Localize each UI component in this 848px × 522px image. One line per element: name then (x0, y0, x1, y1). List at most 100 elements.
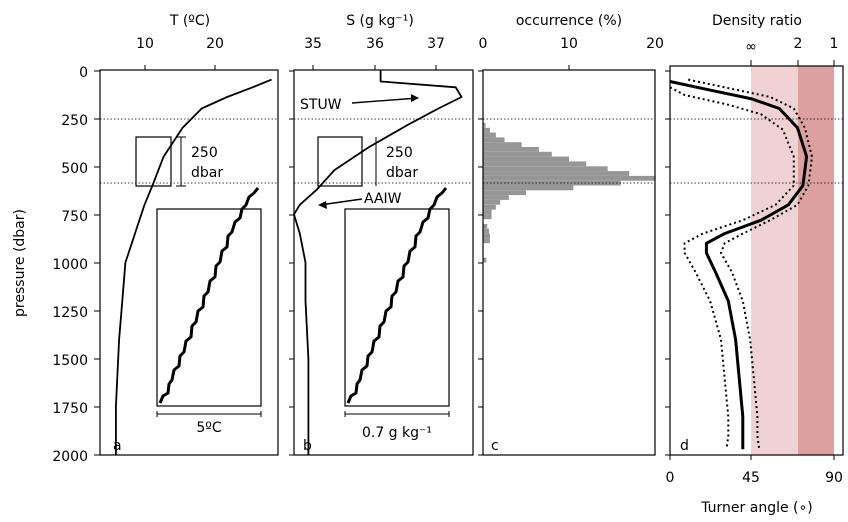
panel-d-title: Density ratio (712, 13, 802, 29)
panel-d-dark-band (798, 66, 834, 455)
panel-a-x-tick: 20 (206, 36, 224, 52)
histogram-bar (483, 195, 509, 200)
histogram-bar (483, 166, 608, 172)
panel-d-top-tick: 1 (830, 36, 839, 52)
panel-d-bottom-tick: 45 (742, 470, 760, 486)
panel-a-x-tick: 10 (136, 36, 154, 52)
panel-a-scalebar (156, 411, 262, 417)
panel-b-x-tick: 35 (304, 36, 322, 52)
histogram-bar (483, 185, 574, 191)
histogram-bar (483, 214, 492, 220)
panel-d-top-tick: ∞ (745, 39, 757, 55)
panel-b-scalebar (344, 411, 450, 417)
aaiw-arrow (319, 198, 363, 206)
panel-a-bracket (176, 136, 186, 187)
histogram-bar (483, 161, 587, 167)
y-tick-label: 1000 (52, 257, 88, 273)
panel-d-frame (669, 65, 844, 456)
panel-b-y-ticks (289, 70, 294, 456)
y-tick-label: 0 (79, 65, 88, 81)
panel-b-scalebar-label: 0.7 g kg⁻¹ (362, 425, 432, 441)
histogram-bar (483, 209, 492, 215)
histogram-bar (483, 171, 630, 176)
histogram-bar (483, 190, 526, 196)
panel-b-x-tick: 36 (366, 36, 384, 52)
histogram-bar (483, 257, 487, 263)
histogram-bar (483, 204, 496, 210)
aaiw-arrowhead (318, 201, 327, 209)
panel-a: T (ºC) 10 20 250 dbar 5ºC a (94, 13, 279, 456)
aaiw-label: AAIW (364, 191, 402, 207)
panel-a-bracket-number: 250 (191, 145, 218, 161)
histogram-bar (483, 180, 621, 186)
panel-b: S (g kg⁻¹) 35 36 37 250 dbar STUW AAIW (289, 13, 474, 456)
histogram-bar (483, 228, 489, 234)
panel-b-letter: b (303, 438, 312, 454)
panel-d: Density ratio ∞ 2 1 d 0 45 90 Turner ang… (665, 13, 844, 516)
histogram-bar (483, 147, 539, 152)
panel-c-frame (482, 69, 656, 456)
turner-mean (669, 80, 809, 450)
y-tick-label: 1750 (52, 401, 88, 417)
panel-b-bracket-unit: dbar (386, 165, 418, 181)
panel-d-letter: d (680, 438, 689, 454)
panel-b-title: S (g kg⁻¹) (346, 13, 414, 29)
panel-a-title: T (ºC) (169, 13, 210, 29)
panel-a-bracket-label: 250 dbar (191, 145, 223, 181)
panel-a-frame (99, 69, 279, 456)
stuw-arrowhead (411, 94, 419, 102)
panel-a-y-ticks (94, 70, 100, 456)
panel-d-y-ticks (665, 70, 670, 456)
panel-b-frame (293, 69, 474, 456)
temperature-profile (115, 78, 272, 455)
histogram-bar (483, 175, 655, 181)
stuw-arrow (351, 97, 419, 104)
panel-d-bottom-tick: 90 (825, 470, 843, 486)
histogram-bar (483, 137, 505, 143)
turner-lower-bound (669, 86, 795, 450)
panel-d-light-band (751, 66, 798, 455)
histogram-bar (483, 132, 496, 138)
y-tick-labels: 0 250 500 750 1000 1250 1500 1750 2000 (52, 65, 88, 465)
panel-d-x-label: Turner angle (∘) (700, 500, 812, 516)
histogram-bar (483, 142, 522, 147)
panel-c: occurrence (%) 0 10 20 c (478, 13, 664, 456)
histogram-bar (483, 122, 486, 128)
histogram-bar (483, 224, 488, 229)
y-tick-label: 1250 (52, 305, 88, 321)
histogram-bar (483, 233, 490, 239)
panel-c-x-tick: 0 (479, 36, 488, 52)
histogram-bar (483, 151, 552, 157)
panel-c-title: occurrence (%) (516, 13, 622, 29)
y-tick-label: 1500 (52, 353, 88, 369)
panel-c-y-ticks (478, 70, 483, 456)
histogram-bar (483, 156, 569, 162)
y-tick-label: 250 (61, 113, 88, 129)
panel-c-x-tick: 10 (560, 36, 578, 52)
panel-b-inset-staircase (346, 187, 448, 404)
y-tick-label: 500 (61, 161, 88, 177)
occurrence-histogram (483, 122, 655, 263)
y-tick-label: 2000 (52, 449, 88, 465)
panel-b-zoom-box (317, 136, 363, 187)
panel-b-bracket-number: 250 (386, 145, 413, 161)
salinity-profile (293, 70, 463, 455)
turner-upper-bound (687, 78, 814, 450)
panel-a-inset-staircase (158, 187, 260, 404)
stuw-label: STUW (300, 97, 342, 113)
panel-a-bracket-unit: dbar (191, 165, 223, 181)
y-tick-label: 750 (61, 209, 88, 225)
panel-a-scalebar-label: 5ºC (196, 420, 222, 436)
panel-b-bracket-label: 250 dbar (386, 145, 418, 181)
panel-a-letter: a (113, 438, 122, 454)
panel-b-x-tick: 37 (427, 36, 445, 52)
panel-a-inset (156, 208, 262, 407)
histogram-bar (483, 199, 501, 205)
histogram-bar (483, 238, 490, 244)
panel-a-zoom-box (135, 136, 172, 187)
panel-c-letter: c (491, 438, 499, 454)
panel-d-top-tick: 2 (794, 36, 803, 52)
y-axis-label: pressure (dbar) (12, 209, 28, 317)
panel-d-bottom-tick: 0 (666, 470, 675, 486)
